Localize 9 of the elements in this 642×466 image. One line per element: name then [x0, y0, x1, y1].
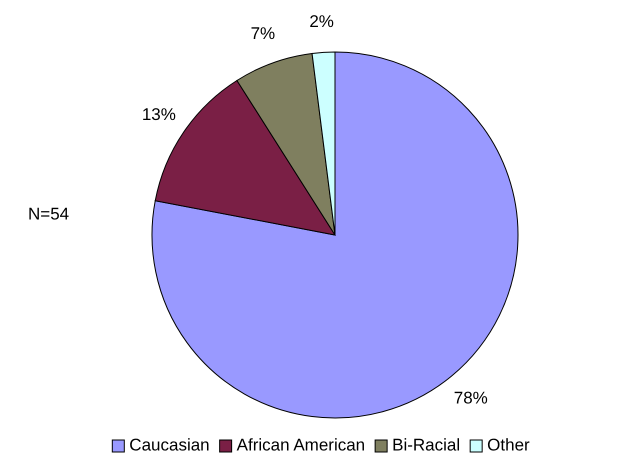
legend-label: Other [487, 435, 530, 454]
text: N=54 [28, 204, 70, 224]
legend-label: Bi-Racial [392, 435, 460, 454]
data-label: 13% [142, 104, 176, 124]
data-label: 2% [309, 12, 334, 31]
data-label: 7% [250, 24, 276, 44]
legend-label: Caucasian [129, 435, 210, 454]
data-label: 78% [454, 388, 488, 408]
legend-label: African American [236, 435, 366, 454]
